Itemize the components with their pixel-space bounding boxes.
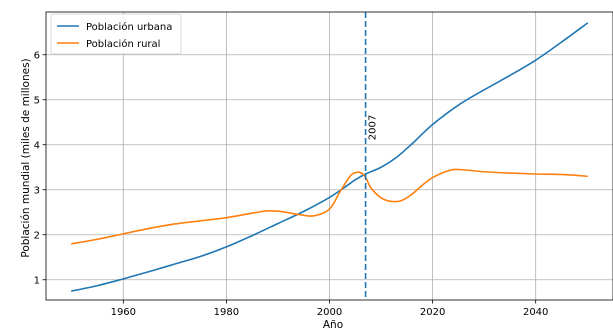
x-axis-ticks: 1960 1980 2000 2020 2040 <box>111 300 548 318</box>
y-axis-title: Población mundial (miles de millones) <box>20 58 32 257</box>
y-tick-label: 4 <box>34 140 40 151</box>
annotations: 2007 <box>364 12 379 300</box>
legend-box <box>50 13 182 55</box>
y-tick-label: 3 <box>34 185 40 196</box>
legend: Población urbana Población rural <box>50 13 182 55</box>
y-axis-ticks: 1 2 3 4 5 6 <box>34 50 46 286</box>
vertical-marker-label: 2007 <box>368 115 379 140</box>
series-line-urban <box>70 22 589 292</box>
legend-label-urban: Población urbana <box>86 21 172 33</box>
x-tick-label: 2020 <box>420 307 445 318</box>
x-tick-label: 1960 <box>111 307 136 318</box>
y-tick-label: 2 <box>34 230 40 241</box>
gridlines <box>46 12 613 300</box>
y-tick-label: 1 <box>34 275 40 286</box>
legend-label-rural: Población rural <box>86 38 160 50</box>
y-tick-label: 5 <box>34 95 40 106</box>
x-tick-label: 2040 <box>523 307 548 318</box>
series-line-rural <box>70 168 589 245</box>
series-lines <box>70 22 589 292</box>
x-tick-label: 2000 <box>317 307 342 318</box>
y-tick-label: 6 <box>34 50 40 61</box>
x-tick-label: 1980 <box>214 307 239 318</box>
x-axis-title: Año <box>323 319 343 330</box>
